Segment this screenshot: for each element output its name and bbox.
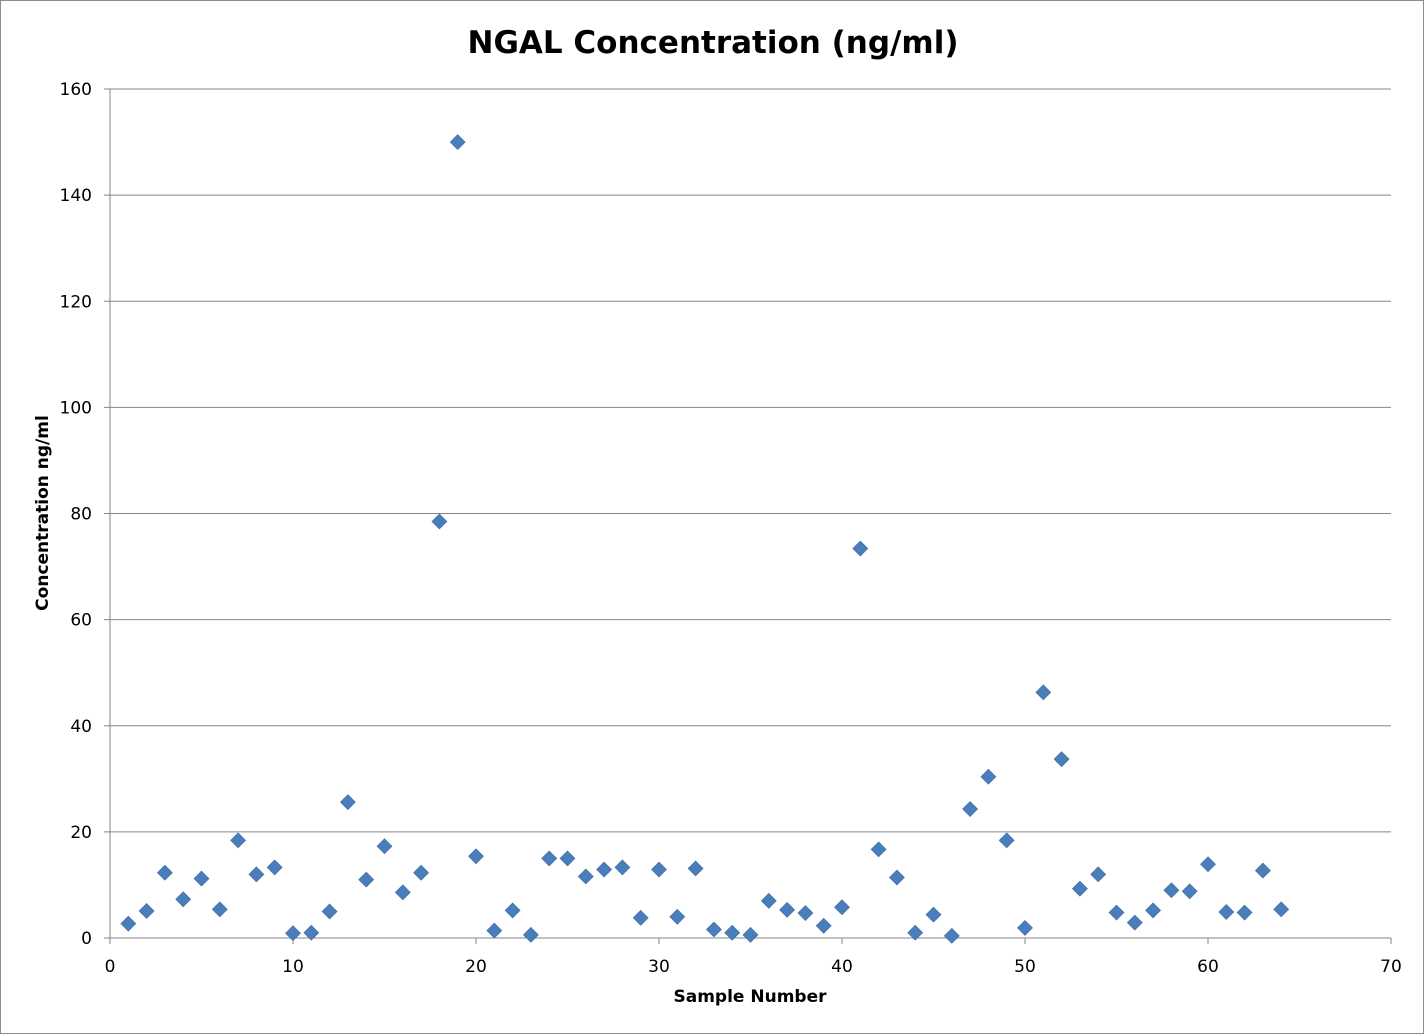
data-point (1035, 684, 1052, 701)
data-point (687, 860, 704, 877)
data-point (339, 794, 356, 811)
data-point (870, 841, 887, 858)
data-point (1163, 882, 1180, 899)
data-point (1200, 856, 1216, 873)
y-tick-label: 160 (60, 80, 92, 100)
data-point (431, 513, 448, 530)
data-point (175, 891, 192, 908)
x-tick-label: 40 (831, 957, 853, 977)
x-tick-label: 30 (648, 957, 670, 977)
y-tick-label: 40 (70, 717, 92, 737)
data-point (504, 902, 521, 919)
x-tick-label: 0 (105, 957, 116, 977)
data-point (1273, 901, 1290, 918)
data-point (907, 924, 924, 941)
data-point (248, 866, 265, 883)
data-point (596, 861, 613, 878)
x-tick-label: 60 (1197, 957, 1219, 977)
data-point (266, 859, 283, 876)
x-axis-title: Sample Number (674, 987, 828, 1007)
data-point (577, 868, 594, 885)
data-point (742, 926, 759, 943)
data-point (705, 921, 722, 938)
data-point (632, 909, 649, 926)
data-point (522, 926, 539, 943)
data-point (1218, 904, 1235, 920)
data-point (1090, 866, 1107, 883)
data-point (559, 850, 576, 867)
data-point (120, 915, 137, 932)
data-points (120, 134, 1290, 944)
data-point (468, 848, 484, 865)
data-point (1053, 751, 1070, 768)
data-point (321, 903, 338, 920)
data-point (1071, 880, 1088, 897)
data-point (760, 892, 777, 909)
y-tick-labels: 0 20 40 60 80 100 120 140 160 (60, 80, 92, 949)
data-point (1126, 914, 1143, 931)
data-point (943, 927, 960, 944)
data-point (779, 901, 796, 918)
data-point (797, 905, 814, 921)
y-tick-label: 120 (60, 292, 92, 312)
data-point (358, 871, 375, 888)
data-point (413, 864, 430, 881)
data-point (394, 884, 411, 901)
data-point (156, 864, 173, 881)
data-point (303, 924, 320, 941)
data-point (651, 861, 667, 878)
y-tick-label: 100 (60, 398, 92, 418)
chart-title: NGAL Concentration (ng/ml) (468, 25, 959, 61)
data-point (724, 924, 741, 941)
data-point (1254, 862, 1271, 879)
y-tick-label: 0 (81, 929, 92, 949)
data-point (669, 908, 686, 925)
y-tick-label: 140 (60, 186, 92, 206)
data-point (614, 859, 631, 876)
x-tick-label: 10 (282, 957, 304, 977)
y-tick-label: 60 (70, 611, 92, 631)
y-tick-label: 80 (70, 505, 92, 525)
data-point (834, 899, 850, 916)
x-tick-labels: 0 10 20 30 40 50 60 70 (105, 957, 1402, 977)
data-point (1236, 904, 1253, 921)
data-point (815, 917, 832, 934)
data-point (1145, 902, 1162, 919)
data-point (1108, 904, 1125, 921)
axes (104, 88, 1392, 944)
data-point (211, 901, 228, 918)
data-point (193, 870, 210, 887)
data-point (980, 768, 997, 785)
data-point (998, 832, 1015, 849)
data-point (138, 903, 155, 919)
x-tick-label: 70 (1380, 957, 1402, 977)
data-point (541, 850, 558, 867)
data-point (925, 906, 942, 923)
x-tick-label: 50 (1014, 957, 1036, 977)
data-point (962, 801, 979, 817)
data-point (285, 925, 301, 942)
y-axis-title: Concentration ng/ml (33, 415, 53, 611)
y-tick-label: 20 (70, 823, 92, 843)
data-point (1017, 919, 1033, 936)
data-point (376, 838, 393, 855)
data-point (486, 922, 503, 939)
data-point (888, 869, 905, 886)
data-point (449, 134, 466, 150)
data-point (1181, 883, 1198, 900)
data-point (852, 540, 869, 557)
x-tick-label: 20 (465, 957, 487, 977)
data-point (230, 832, 247, 849)
gridlines (110, 88, 1391, 833)
